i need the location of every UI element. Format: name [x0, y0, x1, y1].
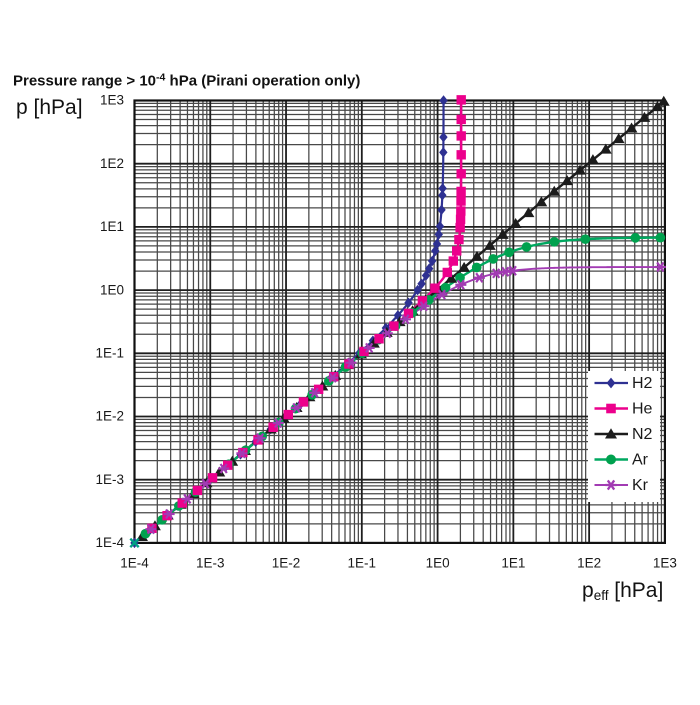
svg-text:1E-1: 1E-1 — [95, 346, 124, 361]
svg-text:1E1: 1E1 — [100, 219, 124, 234]
svg-text:1E2: 1E2 — [100, 156, 124, 171]
svg-text:p [hPa]: p [hPa] — [16, 96, 83, 119]
svg-text:1E-3: 1E-3 — [196, 556, 225, 571]
svg-text:Pressure range > 10-4 hPa (Pir: Pressure range > 10-4 hPa (Pirani operat… — [13, 72, 360, 90]
svg-text:1E-4: 1E-4 — [95, 535, 124, 550]
svg-text:1E0: 1E0 — [426, 556, 450, 571]
svg-text:1E2: 1E2 — [577, 556, 601, 571]
svg-text:1E-1: 1E-1 — [348, 556, 377, 571]
svg-text:H2: H2 — [632, 375, 653, 392]
svg-text:1E3: 1E3 — [653, 556, 677, 571]
svg-text:1E0: 1E0 — [100, 282, 124, 297]
svg-text:1E3: 1E3 — [100, 93, 124, 108]
svg-text:Kr: Kr — [632, 477, 649, 494]
svg-text:1E-3: 1E-3 — [95, 472, 124, 487]
svg-text:Ar: Ar — [632, 452, 649, 469]
svg-text:1E-4: 1E-4 — [120, 556, 149, 571]
svg-text:1E-2: 1E-2 — [272, 556, 301, 571]
svg-text:N2: N2 — [632, 426, 653, 443]
svg-text:1E-2: 1E-2 — [95, 409, 124, 424]
svg-text:He: He — [632, 401, 653, 418]
svg-text:1E1: 1E1 — [501, 556, 525, 571]
